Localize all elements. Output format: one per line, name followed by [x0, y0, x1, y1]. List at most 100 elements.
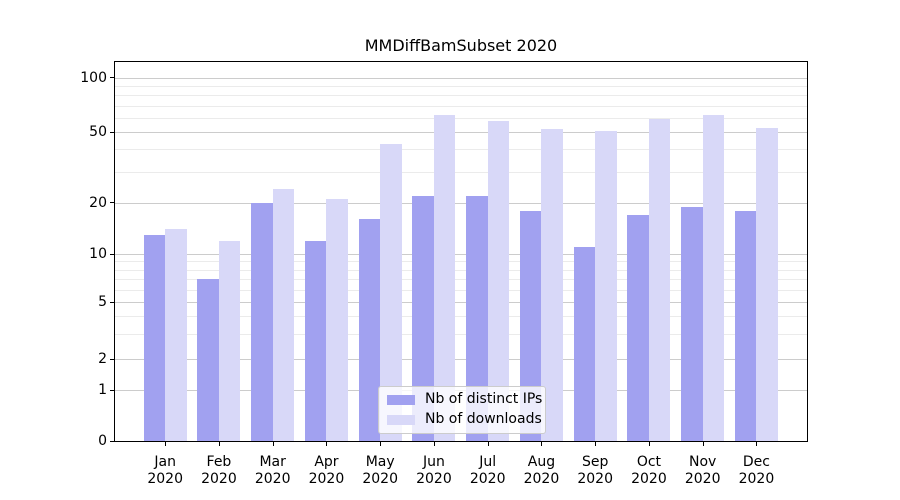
x-tick-label-mar: Mar 2020 [242, 454, 304, 488]
x-label-month: Aug [527, 454, 556, 470]
y-tick-2 [110, 358, 115, 360]
legend-row-distinct-ips: Nb of distinct IPs [387, 392, 542, 407]
gridline-major-5 [115, 302, 807, 304]
gridline-major-10 [115, 254, 807, 255]
x-label-month: Sep [581, 454, 609, 470]
x-label-month: Oct [636, 454, 662, 470]
bar-downloads-apr [326, 199, 348, 441]
bar-distinct-ips-feb [197, 278, 219, 441]
bar-downloads-mar [272, 188, 295, 441]
x-label-year: 2020 [631, 471, 667, 487]
x-label-year: 2020 [254, 471, 291, 487]
gridline-minor-9 [115, 261, 807, 263]
x-tick-jul [487, 441, 489, 446]
bar-downloads-jun [433, 115, 456, 441]
x-label-year: 2020 [201, 471, 237, 487]
bar-distinct-ips-jan [143, 234, 166, 441]
y-tick-5 [110, 301, 115, 303]
bar-distinct-ips-jun [412, 195, 434, 441]
x-label-year: 2020 [416, 471, 452, 487]
x-tick-label-apr: Apr 2020 [295, 454, 357, 488]
bar-downloads-oct [648, 119, 671, 441]
y-tick-label-10: 10 [89, 246, 107, 262]
bar-distinct-ips-apr [304, 240, 327, 441]
y-tick-0 [110, 440, 115, 442]
x-label-year: 2020 [469, 471, 506, 487]
bar-downloads-feb [218, 240, 241, 441]
legend-row-downloads: Nb of downloads [387, 412, 542, 427]
gridline-major-50 [115, 132, 807, 134]
bar-downloads-jan [165, 229, 187, 441]
y-tick-20 [110, 202, 115, 204]
legend: Nb of distinct IPs Nb of downloads [378, 386, 546, 434]
bar-downloads-dec [756, 127, 778, 441]
x-tick-may [380, 441, 382, 446]
y-tick-label-2: 2 [98, 351, 107, 367]
x-tick-sep [595, 441, 597, 446]
y-tick-label-100: 100 [80, 69, 107, 86]
bar-distinct-ips-dec [734, 210, 757, 441]
bar-distinct-ips-nov [681, 206, 703, 441]
x-tick-label-nov: Nov 2020 [672, 454, 734, 488]
x-label-year: 2020 [684, 471, 721, 487]
x-label-month: Jul [479, 454, 497, 470]
x-label-month: May [365, 454, 395, 470]
y-tick-50 [110, 131, 115, 133]
x-label-month: Nov [689, 454, 717, 470]
y-tick-label-0: 0 [98, 433, 107, 449]
y-tick-10 [110, 253, 115, 255]
x-label-month: Feb [206, 454, 232, 470]
x-tick-aug [541, 441, 543, 446]
chart-title: MMDiffBamSubset 2020 [364, 36, 558, 55]
bar-distinct-ips-mar [251, 202, 273, 441]
x-label-month: Mar [259, 454, 286, 470]
x-label-month: Dec [742, 454, 770, 470]
gridline-minor-90 [115, 86, 807, 88]
legend-label-distinct-ips: Nb of distinct IPs [425, 391, 543, 407]
bar-distinct-ips-may [358, 219, 381, 441]
gridline-minor-30 [115, 171, 807, 173]
x-label-year: 2020 [738, 471, 775, 487]
x-label-year: 2020 [523, 471, 560, 487]
x-tick-label-jul: Jul 2020 [457, 454, 519, 488]
bar-distinct-ips-oct [627, 214, 649, 441]
plot-area: Nb of distinct IPs Nb of downloads 100 50… [80, 61, 808, 487]
gridline-minor-7 [115, 278, 807, 280]
x-tick-nov [702, 441, 704, 446]
x-tick-jun [433, 441, 435, 446]
x-label-year: 2020 [308, 471, 345, 487]
x-tick-label-aug: Aug 2020 [510, 454, 572, 488]
x-label-year: 2020 [577, 471, 613, 487]
y-tick-label-50: 50 [89, 124, 107, 141]
bar-downloads-nov [702, 115, 725, 441]
x-tick-label-jun: Jun 2020 [403, 454, 465, 488]
x-label-month: Jan [154, 454, 176, 470]
gridline-minor-40 [115, 149, 807, 151]
y-tick-label-20: 20 [89, 194, 107, 211]
x-label-month: Jun [423, 454, 445, 470]
bar-downloads-jul [487, 120, 510, 441]
x-tick-dec [756, 441, 758, 446]
gridline-minor-70 [115, 105, 807, 107]
gridline-minor-80 [115, 95, 807, 97]
x-tick-label-feb: Feb 2020 [188, 454, 250, 488]
gridline-minor-8 [115, 269, 807, 271]
x-tick-oct [648, 441, 650, 446]
bar-distinct-ips-sep [573, 246, 596, 441]
gridline-major-20 [115, 202, 807, 204]
bar-downloads-aug [541, 129, 563, 441]
gridline-minor-4 [115, 316, 807, 318]
legend-swatch-downloads [387, 414, 415, 425]
x-tick-apr [326, 441, 328, 446]
gridline-major-100 [115, 77, 807, 79]
gridline-minor-6 [115, 289, 807, 291]
x-tick-feb [218, 441, 220, 446]
x-label-year: 2020 [147, 471, 183, 487]
y-tick-label-5: 5 [98, 294, 107, 311]
bar-downloads-sep [595, 130, 617, 441]
x-tick-mar [272, 441, 274, 446]
bar-distinct-ips-jul [466, 195, 488, 441]
y-tick-1 [110, 389, 115, 391]
x-tick-label-oct: Oct 2020 [618, 454, 680, 488]
